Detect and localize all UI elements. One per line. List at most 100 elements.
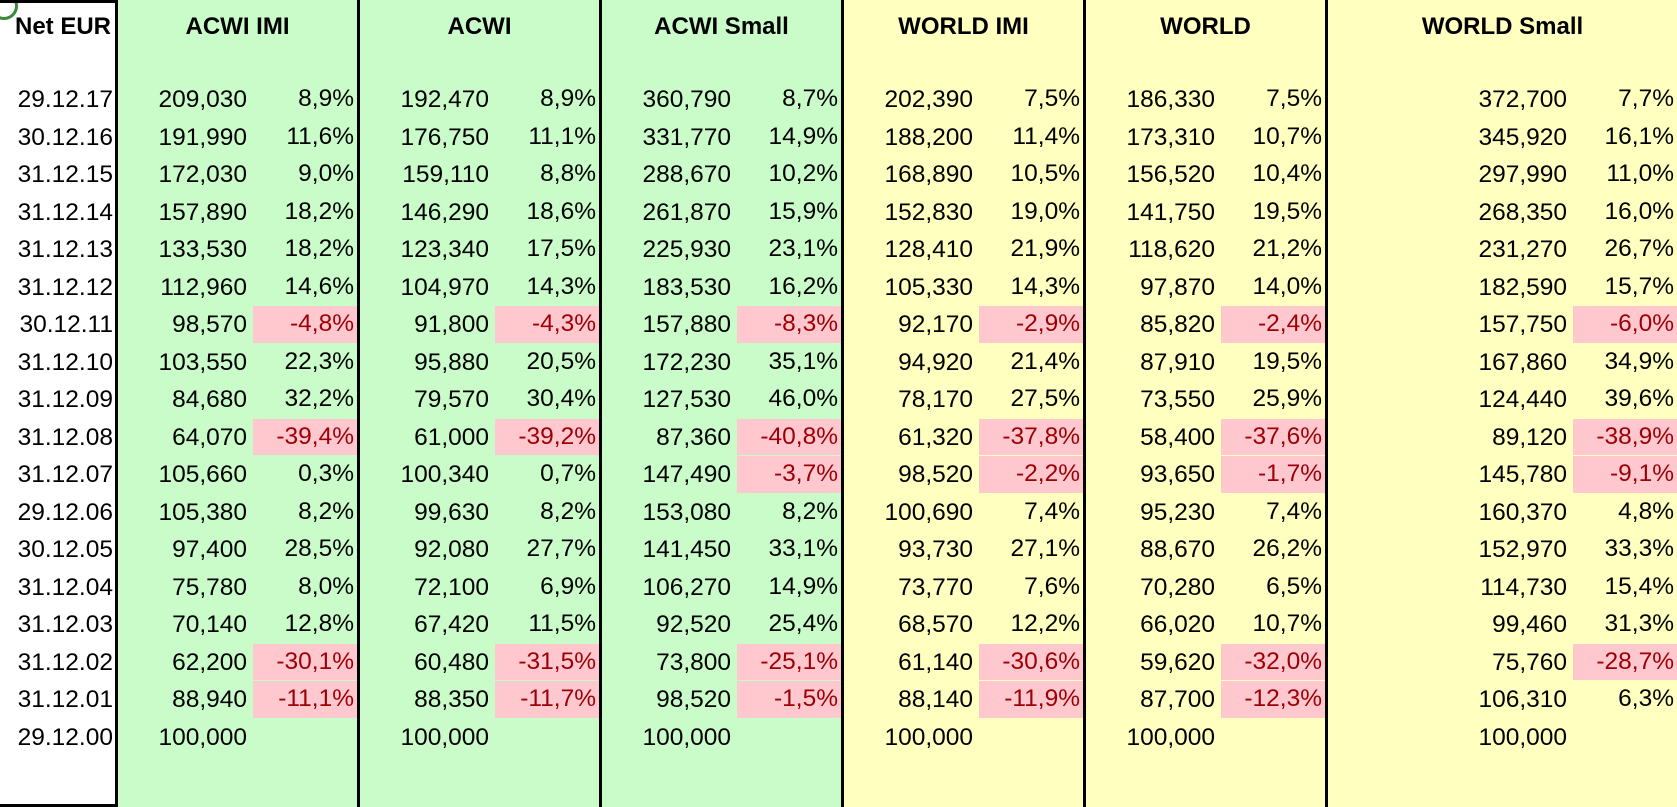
- value-cell[interactable]: 331,770: [642, 123, 731, 151]
- value-cell[interactable]: 70,280: [1140, 573, 1215, 601]
- value-cell[interactable]: 124,440: [1478, 386, 1567, 413]
- value-cell[interactable]: 182,590: [1478, 273, 1567, 301]
- value-cell[interactable]: 99,630: [414, 498, 489, 526]
- value-cell[interactable]: 160,370: [1478, 498, 1567, 526]
- value-cell[interactable]: 95,230: [1140, 498, 1215, 526]
- percent-cell[interactable]: 46,0%: [768, 385, 838, 412]
- percent-cell[interactable]: -2,2%: [979, 456, 1083, 493]
- percent-cell[interactable]: -4,8%: [253, 306, 357, 343]
- percent-cell[interactable]: 17,5%: [526, 235, 596, 262]
- percent-cell[interactable]: 8,2%: [298, 497, 354, 525]
- percent-cell[interactable]: 7,5%: [1024, 85, 1080, 112]
- date-cell[interactable]: 30.12.05: [17, 536, 113, 563]
- percent-cell[interactable]: -11,1%: [253, 681, 357, 718]
- percent-cell[interactable]: 14,3%: [526, 272, 596, 300]
- percent-cell[interactable]: 12,2%: [1010, 610, 1080, 637]
- value-cell[interactable]: 78,170: [898, 386, 973, 413]
- value-cell[interactable]: 152,830: [884, 198, 973, 226]
- percent-cell[interactable]: 10,4%: [1252, 160, 1322, 187]
- percent-cell[interactable]: 18,2%: [284, 235, 354, 262]
- value-cell[interactable]: 60,480: [414, 648, 489, 676]
- date-cell[interactable]: 29.12.06: [17, 498, 113, 526]
- percent-cell[interactable]: 19,5%: [1252, 347, 1322, 375]
- value-cell[interactable]: 87,910: [1140, 348, 1215, 376]
- percent-cell[interactable]: 10,2%: [768, 160, 838, 187]
- value-cell[interactable]: 104,970: [400, 273, 489, 301]
- value-cell[interactable]: 141,450: [642, 536, 731, 563]
- percent-cell[interactable]: 8,0%: [298, 572, 354, 600]
- value-cell[interactable]: 92,170: [898, 311, 973, 338]
- header-net-eur[interactable]: Net EUR: [14, 13, 111, 40]
- value-cell[interactable]: 147,490: [642, 461, 731, 488]
- value-cell[interactable]: 173,310: [1126, 123, 1215, 151]
- value-cell[interactable]: 88,350: [414, 686, 489, 713]
- percent-cell[interactable]: 14,9%: [768, 572, 838, 600]
- percent-cell[interactable]: 16,0%: [1604, 197, 1674, 225]
- value-cell[interactable]: 85,820: [1140, 311, 1215, 338]
- percent-cell[interactable]: -28,7%: [1573, 643, 1677, 680]
- percent-cell[interactable]: 25,9%: [1252, 385, 1322, 412]
- value-cell[interactable]: 157,890: [158, 198, 247, 226]
- percent-cell[interactable]: 16,1%: [1604, 122, 1674, 150]
- value-cell[interactable]: 157,880: [642, 311, 731, 338]
- date-cell[interactable]: 31.12.14: [17, 198, 113, 226]
- value-cell[interactable]: 70,140: [172, 611, 247, 638]
- value-cell[interactable]: 91,800: [414, 311, 489, 338]
- percent-cell[interactable]: 6,3%: [1618, 685, 1674, 712]
- date-cell[interactable]: 31.12.10: [17, 348, 113, 376]
- date-cell[interactable]: 31.12.04: [17, 573, 113, 601]
- percent-cell[interactable]: -1,5%: [737, 681, 841, 718]
- percent-cell[interactable]: 8,9%: [540, 85, 596, 112]
- percent-cell[interactable]: 19,0%: [1010, 197, 1080, 225]
- percent-cell[interactable]: 7,6%: [1024, 572, 1080, 600]
- value-cell[interactable]: 100,000: [158, 723, 247, 751]
- value-cell[interactable]: 105,380: [158, 498, 247, 526]
- percent-cell[interactable]: 33,1%: [768, 535, 838, 562]
- percent-cell[interactable]: -9,1%: [1573, 456, 1677, 493]
- value-cell[interactable]: 100,000: [400, 723, 489, 751]
- value-cell[interactable]: 97,870: [1140, 273, 1215, 301]
- value-cell[interactable]: 105,660: [158, 461, 247, 488]
- column-header[interactable]: ACWI: [447, 13, 512, 40]
- value-cell[interactable]: 209,030: [158, 86, 247, 113]
- value-cell[interactable]: 66,020: [1140, 611, 1215, 638]
- percent-cell[interactable]: -6,0%: [1573, 306, 1677, 343]
- percent-cell[interactable]: 27,7%: [526, 535, 596, 562]
- value-cell[interactable]: 156,520: [1126, 161, 1215, 188]
- percent-cell[interactable]: 27,1%: [1010, 535, 1080, 562]
- column-header[interactable]: ACWI IMI: [185, 13, 290, 40]
- value-cell[interactable]: 95,880: [414, 348, 489, 376]
- percent-cell[interactable]: -30,1%: [253, 643, 357, 680]
- percent-cell[interactable]: 4,8%: [1618, 497, 1674, 525]
- column-header[interactable]: ACWI Small: [654, 13, 789, 40]
- percent-cell[interactable]: -37,8%: [979, 418, 1083, 455]
- value-cell[interactable]: 202,390: [884, 86, 973, 113]
- percent-cell[interactable]: 15,7%: [1604, 272, 1674, 300]
- percent-cell[interactable]: 8,8%: [540, 160, 596, 187]
- percent-cell[interactable]: [737, 719, 841, 756]
- percent-cell[interactable]: 14,0%: [1252, 272, 1322, 300]
- percent-cell[interactable]: -25,1%: [737, 643, 841, 680]
- date-cell[interactable]: 31.12.07: [17, 461, 113, 488]
- percent-cell[interactable]: 26,7%: [1604, 235, 1674, 262]
- percent-cell[interactable]: 7,7%: [1618, 85, 1674, 112]
- value-cell[interactable]: 128,410: [884, 236, 973, 263]
- percent-cell[interactable]: 21,2%: [1252, 235, 1322, 262]
- percent-cell[interactable]: 7,4%: [1266, 497, 1322, 525]
- percent-cell[interactable]: [1573, 719, 1677, 756]
- value-cell[interactable]: 225,930: [642, 236, 731, 263]
- value-cell[interactable]: 67,420: [414, 611, 489, 638]
- percent-cell[interactable]: 18,2%: [284, 197, 354, 225]
- value-cell[interactable]: 88,940: [172, 686, 247, 713]
- percent-cell[interactable]: -2,9%: [979, 306, 1083, 343]
- percent-cell[interactable]: 19,5%: [1252, 197, 1322, 225]
- percent-cell[interactable]: 12,8%: [284, 610, 354, 637]
- percent-cell[interactable]: 35,1%: [768, 347, 838, 375]
- value-cell[interactable]: 100,340: [400, 461, 489, 488]
- percent-cell[interactable]: -8,3%: [737, 306, 841, 343]
- value-cell[interactable]: 172,230: [642, 348, 731, 376]
- value-cell[interactable]: 93,650: [1140, 461, 1215, 488]
- value-cell[interactable]: 133,530: [158, 236, 247, 263]
- percent-cell[interactable]: -4,3%: [495, 306, 599, 343]
- value-cell[interactable]: 100,000: [642, 723, 731, 751]
